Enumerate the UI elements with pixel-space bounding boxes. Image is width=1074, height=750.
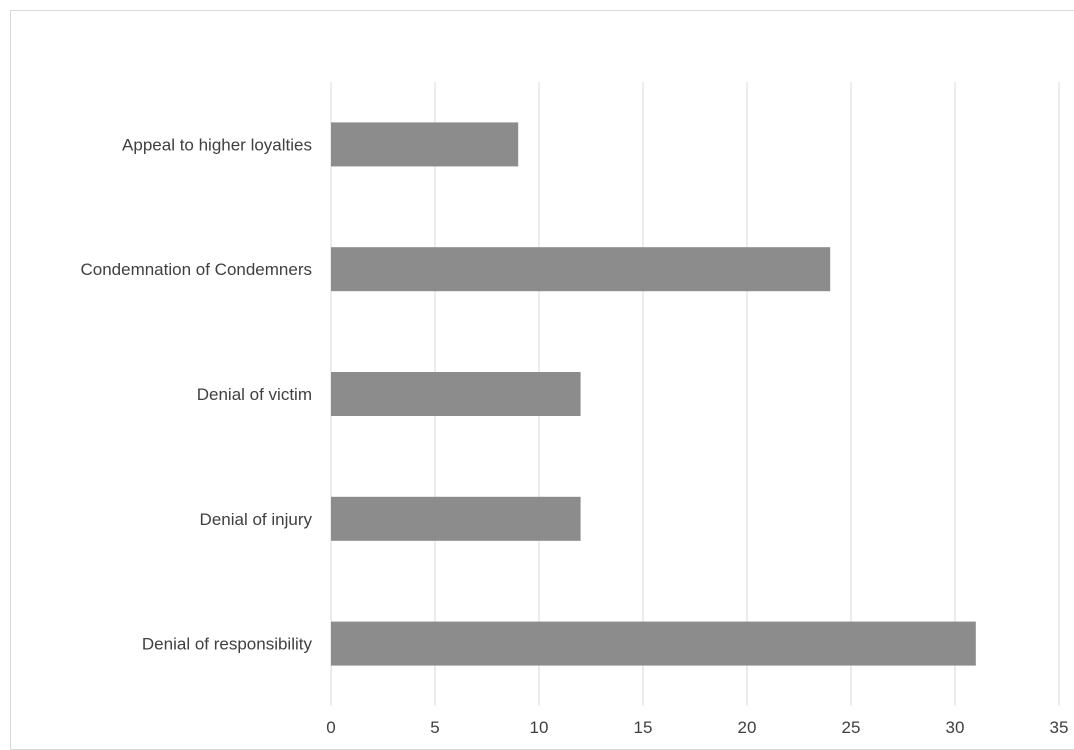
bar bbox=[331, 372, 581, 416]
x-axis-ticks: 0 5 10 15 20 25 30 35 bbox=[326, 718, 1068, 737]
bar bbox=[331, 122, 519, 167]
x-tick-label: 30 bbox=[946, 718, 965, 737]
category-labels: Appeal to higher loyalties Condemnation o… bbox=[80, 135, 312, 653]
category-label: Denial of victim bbox=[197, 385, 312, 404]
x-tick-label: 15 bbox=[634, 718, 653, 737]
category-label: Condemnation of Condemners bbox=[80, 260, 312, 279]
category-label: Denial of injury bbox=[200, 510, 313, 529]
bar bbox=[331, 496, 581, 541]
category-label: Denial of responsibility bbox=[142, 635, 313, 654]
x-tick-label: 25 bbox=[842, 718, 861, 737]
x-tick-label: 20 bbox=[738, 718, 757, 737]
category-label: Appeal to higher loyalties bbox=[122, 135, 312, 154]
x-tick-label: 35 bbox=[1050, 718, 1069, 737]
bar bbox=[331, 247, 831, 292]
gridlines bbox=[330, 82, 1060, 706]
x-tick-label: 5 bbox=[430, 718, 439, 737]
x-tick-label: 0 bbox=[326, 718, 335, 737]
bar bbox=[331, 621, 976, 666]
x-tick-label: 10 bbox=[530, 718, 549, 737]
bars bbox=[331, 122, 976, 666]
